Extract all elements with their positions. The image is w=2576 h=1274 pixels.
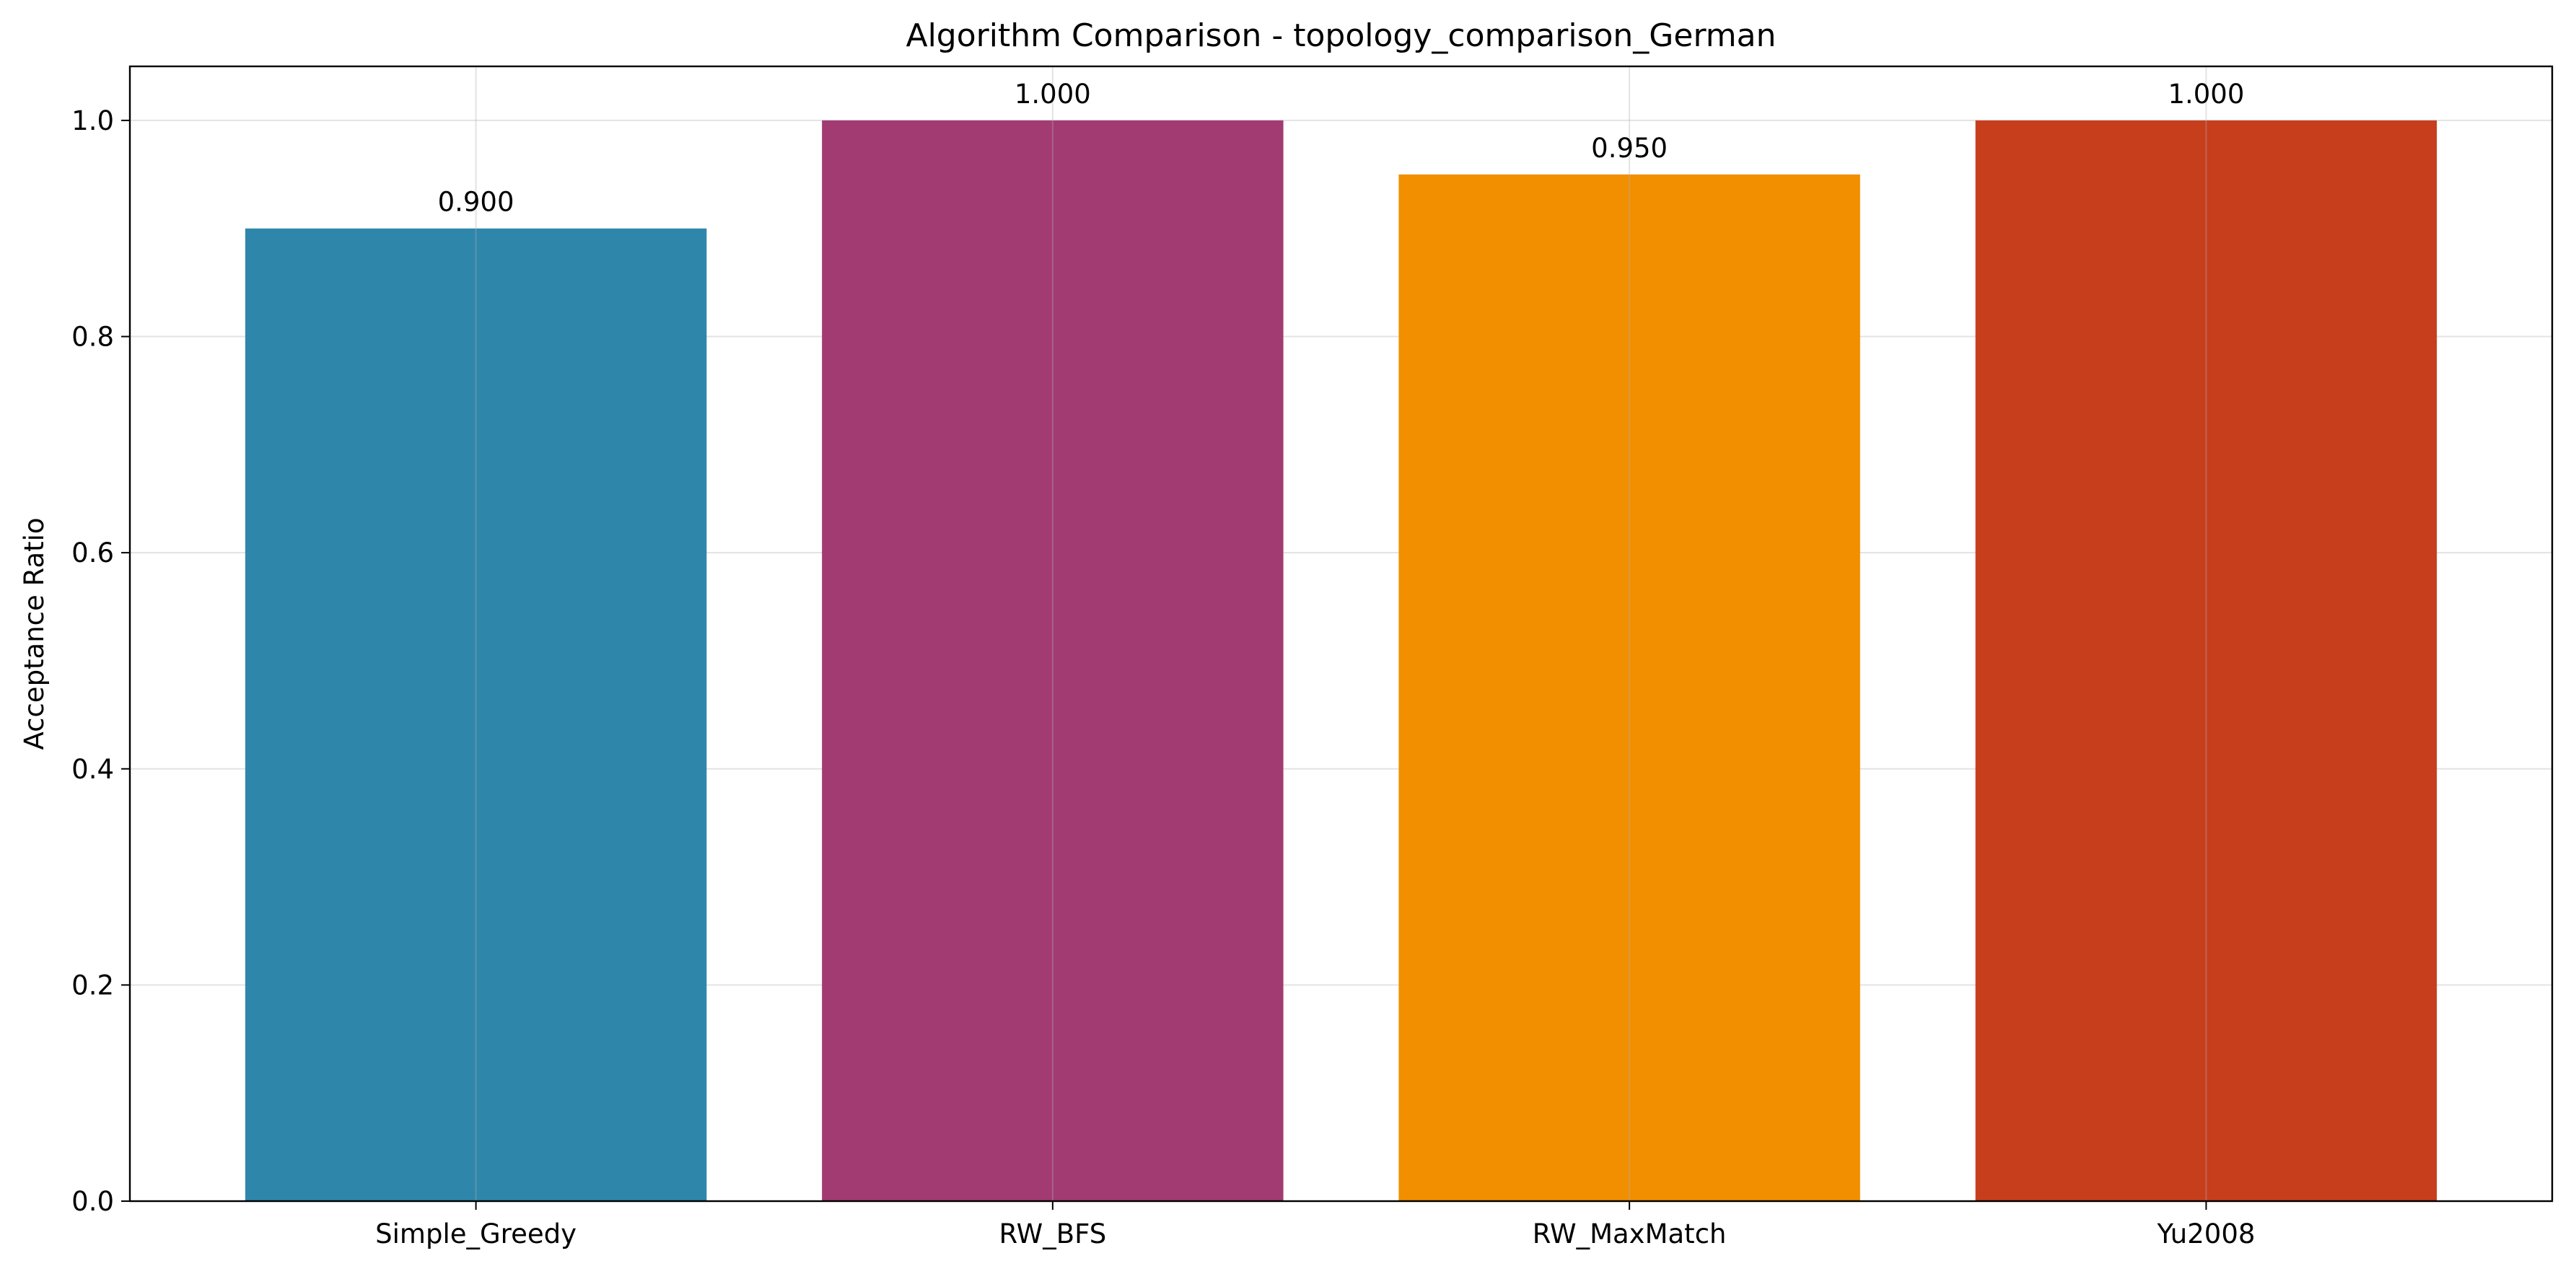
x-tick-label: RW_BFS — [999, 1218, 1106, 1249]
y-tick-label: 0.4 — [71, 754, 114, 785]
axes-frame — [128, 65, 2554, 1203]
data-labels: 0.900 1.000 0.950 1.000 — [438, 79, 2245, 218]
bar-yu2008 — [1975, 120, 2437, 1201]
y-tick-label: 0.6 — [71, 537, 114, 568]
ticks: 0.0 0.2 0.4 0.6 0.8 1.0 Simple_Greedy RW_BFS RW_… — [71, 105, 2255, 1249]
data-label: 0.900 — [438, 187, 514, 218]
data-label: 1.000 — [2168, 79, 2244, 110]
x-tick-label: Simple_Greedy — [375, 1218, 577, 1249]
x-tick-label: RW_MaxMatch — [1533, 1218, 1727, 1249]
y-tick-label: 0.8 — [71, 322, 114, 353]
data-label: 0.950 — [1591, 133, 1668, 164]
bar-rw-maxmatch — [1398, 174, 1860, 1201]
bars — [245, 120, 2437, 1201]
y-tick-label: 1.0 — [71, 105, 114, 136]
y-tick-label: 0.0 — [71, 1186, 114, 1217]
vertical-grid — [475, 66, 2207, 1201]
bar-rw-bfs — [822, 120, 1284, 1201]
data-label: 1.000 — [1015, 79, 1091, 110]
x-tick-label: Yu2008 — [2156, 1218, 2255, 1249]
y-tick-label: 0.2 — [71, 970, 114, 1001]
y-axis-label: Acceptance Ratio — [19, 517, 50, 750]
chart-title: Algorithm Comparison - topology_comparis… — [906, 17, 1776, 54]
bar-simple-greedy — [245, 228, 707, 1201]
